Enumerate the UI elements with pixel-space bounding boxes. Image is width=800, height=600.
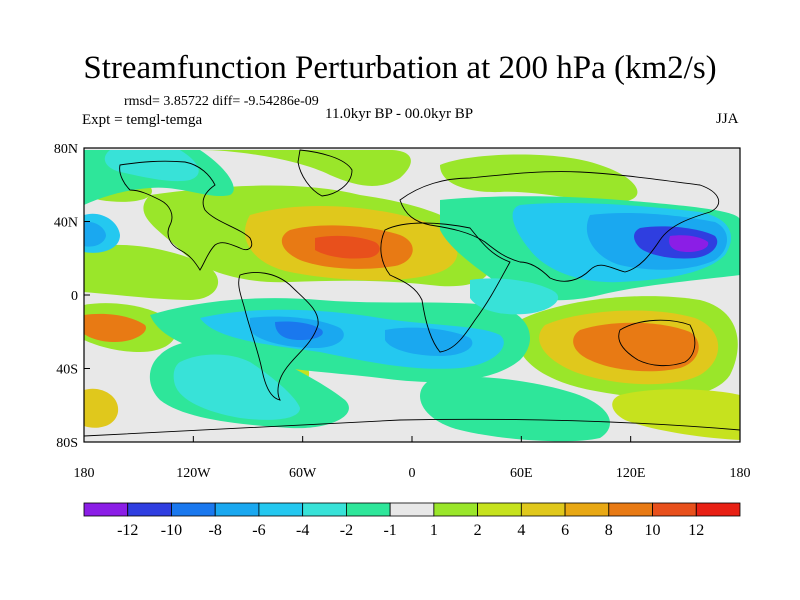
colorbar-swatch bbox=[302, 502, 347, 517]
colorbar-swatch bbox=[564, 502, 610, 517]
experiment-label: Expt = temgl-temga bbox=[82, 112, 203, 128]
colorbar-swatch bbox=[127, 502, 172, 517]
coastline-north-america bbox=[119, 160, 253, 271]
negative-anomaly-south-atlantic-core bbox=[385, 327, 473, 356]
lon-tick-label: 180 bbox=[730, 466, 751, 481]
colorbar-label: -4 bbox=[296, 522, 309, 539]
colorbar-label: 2 bbox=[474, 522, 482, 539]
coastlines bbox=[84, 149, 740, 437]
positive-anomaly-north-pacific bbox=[440, 154, 638, 203]
lon-tick-label: 60W bbox=[289, 466, 317, 481]
colorbar-label: -12 bbox=[117, 522, 138, 539]
colorbar-swatch bbox=[433, 502, 479, 517]
negative-anomaly-japan-center bbox=[669, 235, 709, 252]
lat-tick-label: 40S bbox=[56, 363, 78, 378]
colorbar-swatch bbox=[345, 502, 391, 517]
negative-anomaly-south-ring-inner bbox=[173, 354, 300, 420]
colorbar-label: -6 bbox=[252, 522, 265, 539]
colorbar-label: 6 bbox=[561, 522, 569, 539]
coastline-south-america bbox=[238, 272, 319, 401]
colorbar-swatch bbox=[171, 502, 216, 517]
lon-tick-label: 120W bbox=[176, 466, 211, 481]
positive-anomaly-north-atlantic bbox=[200, 150, 411, 186]
colorbar-label: -1 bbox=[383, 522, 396, 539]
positive-anomaly-south-pacific-west-core bbox=[84, 313, 146, 342]
plot-title: Streamfunction Perturbation at 200 hPa (… bbox=[83, 50, 717, 86]
coastline-greenland bbox=[297, 149, 353, 197]
colorbar-label: 10 bbox=[645, 522, 661, 539]
colorbar-swatch bbox=[520, 502, 566, 517]
positive-anomaly-east-pacific-north bbox=[84, 244, 219, 300]
positive-anomaly-sw-corner bbox=[84, 388, 119, 428]
stats-text: rmsd= 3.85722 diff= -9.54286e-09 bbox=[124, 94, 319, 109]
colorbar-label: 4 bbox=[517, 522, 525, 539]
colorbar-label: 8 bbox=[605, 522, 613, 539]
colorbar-label: -8 bbox=[209, 522, 222, 539]
coastline-antarctica bbox=[84, 418, 740, 437]
period-label: 11.0kyr BP - 00.0kyr BP bbox=[325, 106, 474, 122]
negative-anomaly-southern-indian bbox=[420, 376, 610, 442]
longitude-axis: 180 120W 60W 0 60E 120E 180 bbox=[74, 436, 751, 481]
colorbar-swatch bbox=[695, 502, 741, 517]
colorbar: -12 -10 -8 -6 -4 -2 -1 1 2 4 6 8 10 12 bbox=[83, 502, 741, 539]
colorbar-label: -10 bbox=[161, 522, 182, 539]
colorbar-swatch bbox=[258, 502, 304, 517]
latitude-axis: 80N 40N 0 40S 80S bbox=[54, 142, 90, 451]
colorbar-label: -2 bbox=[340, 522, 353, 539]
lat-tick-label: 80S bbox=[56, 436, 78, 451]
coastline-australia bbox=[618, 319, 696, 367]
season-label: JJA bbox=[716, 111, 739, 127]
lon-tick-label: 120E bbox=[616, 466, 646, 481]
coastline-africa bbox=[380, 222, 511, 353]
colorbar-swatch bbox=[389, 502, 435, 517]
negative-anomaly-north-america-inner bbox=[104, 150, 199, 182]
colorbar-swatch bbox=[608, 502, 653, 517]
lon-tick-label: 60E bbox=[510, 466, 533, 481]
lat-tick-label: 80N bbox=[54, 142, 78, 157]
positive-anomaly-atlantic-center bbox=[315, 235, 380, 259]
lon-tick-label: 180 bbox=[74, 466, 95, 481]
colorbar-swatch bbox=[477, 502, 522, 517]
coastline-eurasia bbox=[399, 171, 720, 282]
negative-anomaly-south-america-center bbox=[275, 321, 323, 340]
colorbar-swatch bbox=[652, 502, 697, 517]
colorbar-swatch bbox=[83, 502, 129, 517]
colorbar-label: 12 bbox=[688, 522, 704, 539]
lat-tick-label: 0 bbox=[71, 289, 78, 304]
lon-tick-label: 0 bbox=[409, 466, 416, 481]
positive-anomaly-australia-core bbox=[573, 322, 699, 372]
colorbar-swatch bbox=[214, 502, 260, 517]
colorbar-label: 1 bbox=[430, 522, 438, 539]
negative-anomaly-west-pacific-edge-core bbox=[84, 221, 106, 247]
lat-tick-label: 40N bbox=[54, 216, 78, 231]
negative-anomaly-indian-ocean bbox=[470, 278, 559, 315]
